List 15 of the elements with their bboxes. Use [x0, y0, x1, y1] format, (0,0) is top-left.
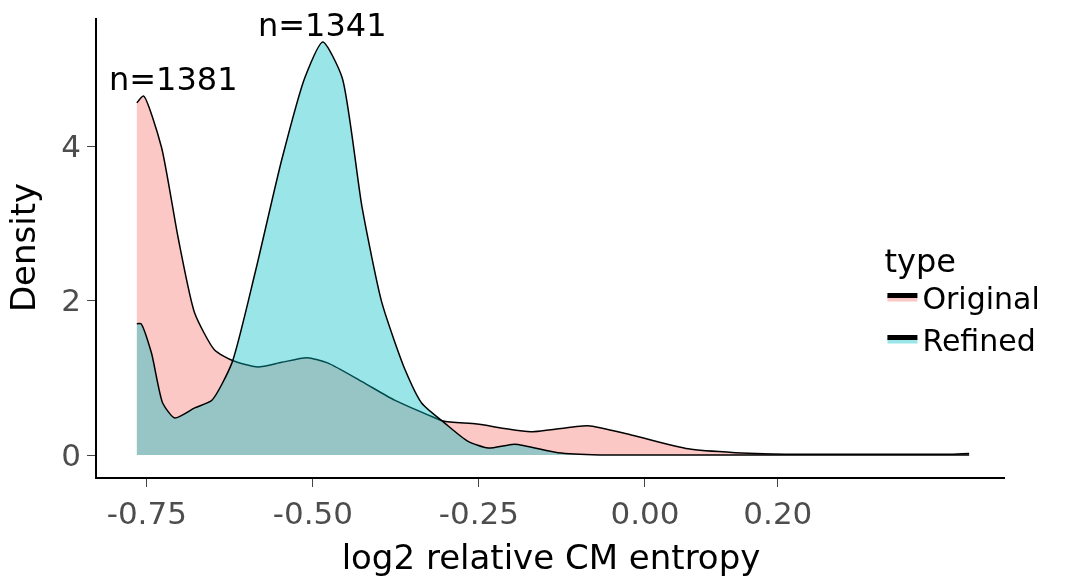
annotation: n=1341	[258, 6, 387, 44]
x-tick-label: 0.20	[743, 494, 813, 531]
y-axis-title: Density	[3, 182, 44, 313]
legend-label: Original	[922, 281, 1040, 317]
legend-label: Refined	[922, 323, 1036, 359]
y-tick-label: 0	[61, 436, 82, 473]
legend-title: type	[884, 241, 956, 280]
y-tick-label: 4	[61, 128, 82, 165]
x-tick-label: -0.50	[272, 494, 353, 531]
x-tick-label: 0.00	[610, 494, 680, 531]
x-axis-title: log2 relative CM entropy	[341, 536, 761, 577]
y-tick-label: 2	[61, 282, 82, 319]
annotation: n=1381	[109, 60, 238, 98]
x-tick-label: -0.25	[438, 494, 520, 531]
x-tick-label: -0.75	[106, 494, 187, 531]
